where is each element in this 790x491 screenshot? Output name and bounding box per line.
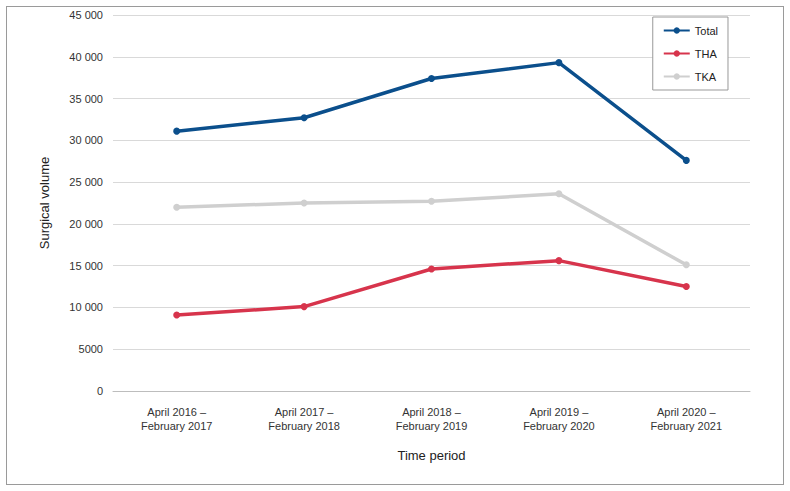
svg-text:10 000: 10 000 — [69, 301, 103, 313]
svg-text:February 2017: February 2017 — [141, 420, 213, 432]
svg-text:20 000: 20 000 — [69, 218, 103, 230]
svg-text:Total: Total — [695, 25, 718, 37]
svg-text:February 2020: February 2020 — [523, 420, 595, 432]
svg-text:April 2017 –: April 2017 – — [275, 406, 335, 418]
svg-text:0: 0 — [97, 385, 103, 397]
svg-text:35 000: 35 000 — [69, 93, 103, 105]
svg-text:30 000: 30 000 — [69, 134, 103, 146]
svg-text:April 2018 –: April 2018 – — [402, 406, 462, 418]
svg-text:5000: 5000 — [79, 343, 103, 355]
svg-text:February 2019: February 2019 — [396, 420, 468, 432]
svg-text:April 2020 –: April 2020 – — [657, 406, 717, 418]
svg-text:Time period: Time period — [397, 448, 465, 463]
svg-text:Surgical volume: Surgical volume — [37, 157, 52, 250]
svg-text:April 2016 –: April 2016 – — [147, 406, 207, 418]
svg-text:25 000: 25 000 — [69, 176, 103, 188]
svg-text:15 000: 15 000 — [69, 260, 103, 272]
svg-text:THA: THA — [695, 48, 718, 60]
svg-text:40 000: 40 000 — [69, 51, 103, 63]
svg-text:February 2018: February 2018 — [268, 420, 340, 432]
svg-text:April 2019 –: April 2019 – — [530, 406, 590, 418]
svg-text:45 000: 45 000 — [69, 9, 103, 21]
svg-text:TKA: TKA — [695, 71, 717, 83]
svg-text:February 2021: February 2021 — [651, 420, 723, 432]
